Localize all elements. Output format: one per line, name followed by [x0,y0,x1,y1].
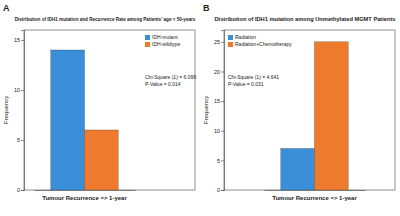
annotation: Chi-Square (1) = 4.641 [228,74,279,80]
x-tick: Tumour Recurrence => 1-year [42,190,127,201]
y-tick-mark [21,40,24,41]
y-tick-mark [221,131,224,132]
chart-title: Distribution of IDH1 mutation among Unme… [214,16,395,22]
figure: A Distribution of IDH1 mutation and Recur… [0,0,400,216]
y-tick: 15 [214,98,224,104]
y-tick-label: 25 [214,39,220,45]
chart-title: Distribution of IDH1 mutation and Recurr… [15,17,196,22]
y-axis-title: Frequency [3,96,9,124]
annotation: Chi-Square (1) = 6.099 [145,74,196,80]
y-tick-label: 5 [17,137,20,143]
y-axis-title: Frequency [203,96,209,124]
y-axis-line [21,31,25,191]
y-tick-label: 0 [17,187,20,193]
y-axis: 0 5 10 15 20 25 [214,31,225,194]
x-axis: Tumour Recurrence => 1-year [265,190,366,201]
legend-label: IDH-mutant [152,34,178,40]
panel-label: A [3,3,10,13]
x-axis-line [265,190,366,191]
bar [281,149,315,190]
legend: IDH-mutantIDH-wildtype [145,34,181,47]
bars [51,50,118,190]
legend-label: Radiation [235,34,256,40]
y-axis: 0 5 10 15 [14,31,25,194]
legend-label: Radiation+Chemotherapy [235,41,292,47]
y-axis-line [221,31,225,191]
y-tick-mark [221,101,224,102]
y-tick-label: 10 [214,128,220,134]
y-tick: 10 [14,87,24,93]
x-tick-label: Tumour Recurrence => 1-year [42,195,127,201]
y-tick: 20 [214,69,224,75]
legend: RadiationRadiation+Chemotherapy [228,34,292,47]
y-tick-label: 5 [217,158,220,164]
y-tick-mark [221,42,224,43]
y-tick-mark [221,160,224,161]
x-tick: Tumour Recurrence => 1-year [272,190,357,201]
y-tick: 15 [14,37,24,43]
y-tick: 0 [17,187,24,193]
bar [315,42,349,190]
legend-label: IDH-wildtype [152,41,181,47]
x-tick-label: Tumour Recurrence => 1-year [272,195,357,201]
legend-swatch [145,42,150,47]
panel: A Distribution of IDH1 mutation and Recur… [3,3,196,201]
bars [281,42,348,190]
y-tick-label: 10 [14,87,20,93]
x-axis-line [35,190,136,191]
plot-frame [224,30,395,190]
panel-label: B [203,3,210,13]
bar [85,130,119,190]
plot-frame [24,30,195,190]
y-tick-label: 20 [214,69,220,75]
y-tick: 5 [17,137,24,143]
y-tick: 5 [217,158,224,164]
legend-swatch [145,35,150,40]
annotation: P-Value = 0.014 [145,81,181,87]
y-tick-mark [221,71,224,72]
bar [51,50,85,190]
y-tick-mark [21,140,24,141]
annotation: P-Value = 0.031 [228,81,264,87]
y-tick-label: 15 [14,37,20,43]
legend-swatch [228,35,233,40]
y-tick: 25 [214,39,224,45]
x-axis: Tumour Recurrence => 1-year [35,190,136,201]
y-tick-label: 0 [217,187,220,193]
y-tick: 10 [214,128,224,134]
legend-swatch [228,42,233,47]
y-tick-label: 15 [214,98,220,104]
y-tick-mark [21,190,24,191]
y-tick-mark [221,190,224,191]
y-tick-mark [21,90,24,91]
y-tick: 0 [217,187,224,193]
panel: B Distribution of IDH1 mutation among Unm… [203,3,396,201]
